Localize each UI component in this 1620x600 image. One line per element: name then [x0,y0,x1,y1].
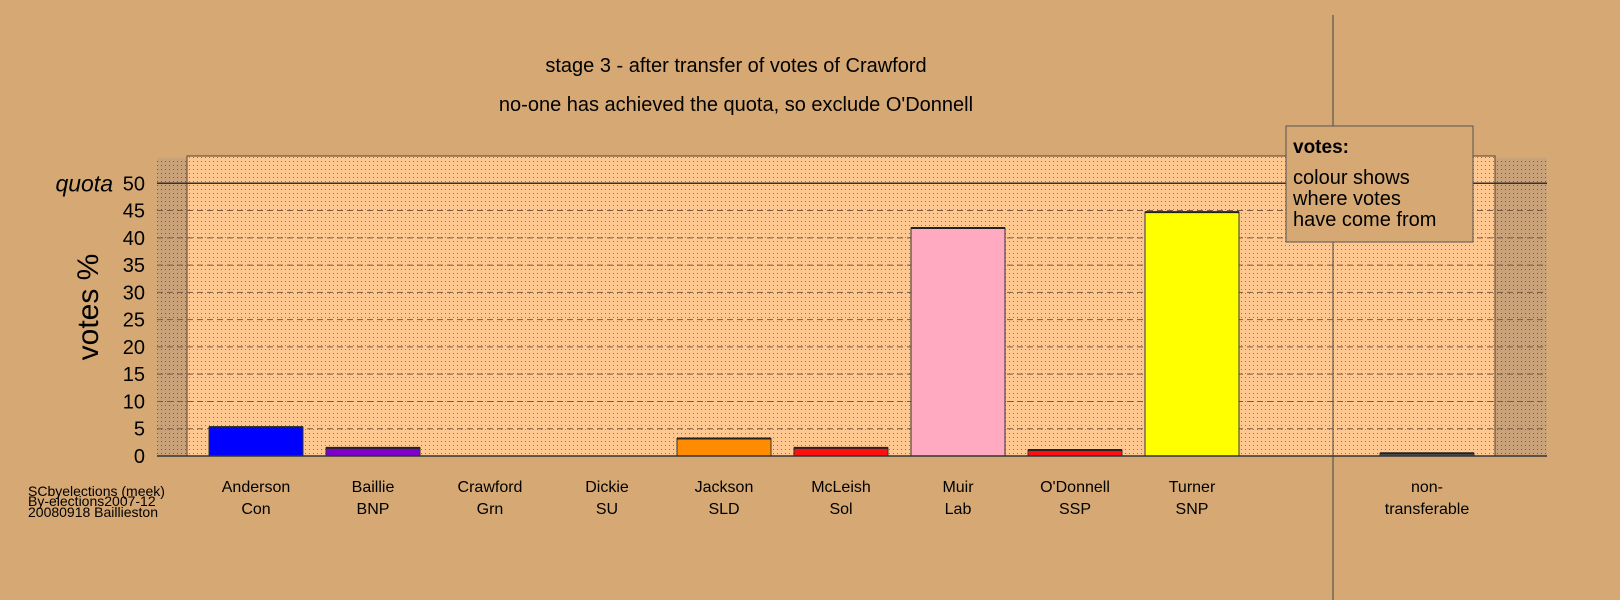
x-label-name: Dickie [585,479,629,496]
x-label-name: non- [1411,479,1443,496]
legend-line-2: where votes [1292,188,1401,210]
x-label-party: SNP [1176,501,1209,518]
y-tick-label: 10 [123,391,145,413]
y-tick-label: 15 [123,364,145,386]
bar [793,447,889,457]
quota-label: quota [55,170,113,196]
y-axis-ticks: 0 5 10 15 20 25 30 35 40 45 50 [123,173,145,468]
chart-title: stage 3 - after transfer of votes of Cra… [545,55,926,77]
bar [208,426,304,457]
x-label-party: Con [241,501,270,518]
x-label-party: transferable [1385,501,1470,518]
y-tick-label: 5 [134,419,145,441]
x-label-party: BNP [357,501,390,518]
x-label-name: Jackson [695,479,754,496]
x-label-name: Muir [942,479,974,496]
x-label-party: SLD [708,501,739,518]
footer-line-2: By-elections2007-12 [28,493,156,509]
x-label-party: Sol [829,501,852,518]
bar [676,438,772,457]
y-tick-label: 40 [123,228,145,250]
x-label-name: O'Donnell [1040,479,1110,496]
bar [325,447,421,457]
x-axis-labels: Anderson Con Baillie BNP Crawford Grn Dickie SU… [222,479,1470,518]
y-tick-label: 50 [123,173,145,195]
x-label-party: SU [596,501,618,518]
bar [910,227,1006,457]
legend-line-3: have come from [1293,209,1436,231]
gridlines [157,210,1547,430]
y-tick-label: 20 [123,337,145,359]
y-axis-label: votes % [72,254,105,361]
x-label-party: Lab [945,501,972,518]
bars [208,211,1475,457]
y-tick-label: 25 [123,310,145,332]
x-label-name: Anderson [222,479,291,496]
x-label-name: Turner [1169,479,1216,496]
y-tick-label: 30 [123,282,145,304]
x-label-party: Grn [477,501,504,518]
legend-line-1: colour shows [1293,167,1410,189]
bar [1144,211,1240,457]
y-tick-label: 45 [123,201,145,223]
plot-area [186,155,1496,457]
x-label-name: Baillie [352,479,395,496]
footer-line-1: SCbyelections (meek) [28,483,165,499]
footer-line-3: 20080918 Baillieston [28,504,158,520]
legend-box: votes: colour shows where votes have com… [1285,125,1474,243]
x-label-name: McLeish [811,479,871,496]
footer-credit: SCbyelections (meek) By-elections2007-12… [28,483,165,520]
legend-title: votes: [1293,137,1349,158]
x-label-name: Crawford [458,479,523,496]
right-shade-strip [1495,158,1547,456]
left-shade-strip [157,158,187,456]
y-tick-label: 35 [123,255,145,277]
x-label-party: SSP [1059,501,1091,518]
y-tick-label: 0 [134,446,145,468]
chart-subtitle: no-one has achieved the quota, so exclud… [499,94,973,116]
